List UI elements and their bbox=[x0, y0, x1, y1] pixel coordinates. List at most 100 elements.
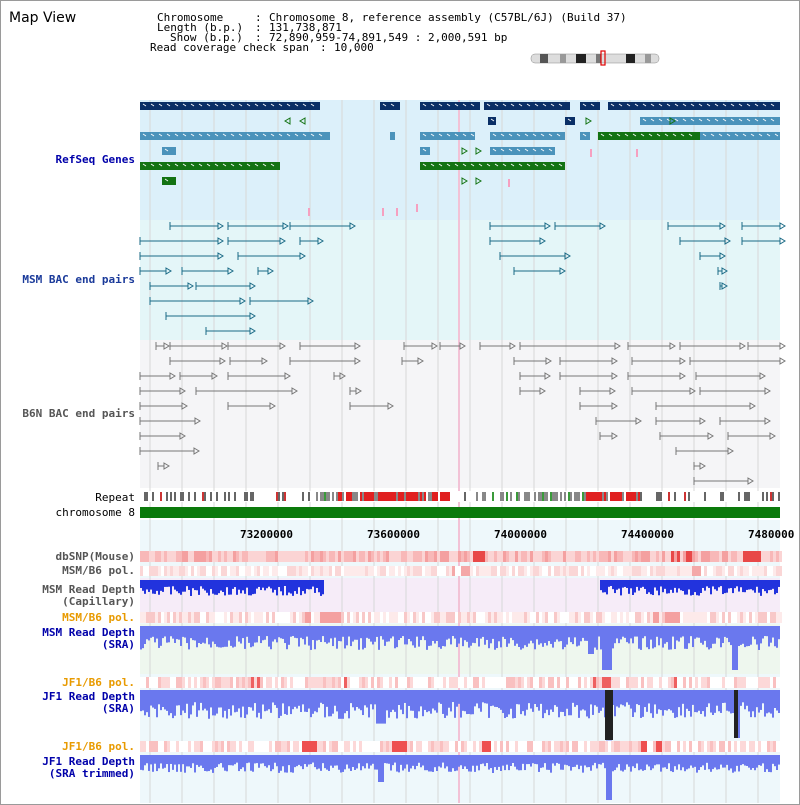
refseq-gene-strand bbox=[238, 133, 243, 137]
msm-bac-arrow bbox=[217, 222, 224, 230]
msm-sra-depth-bar bbox=[450, 626, 452, 645]
msm-b6-pol-heat bbox=[587, 612, 590, 623]
msm-sra-depth-bar bbox=[652, 626, 654, 649]
msm-b6-pol-heat bbox=[293, 566, 296, 576]
track-label-msm-bac[interactable]: MSM BAC end pairs bbox=[22, 273, 135, 286]
jf1-b6-pol-heat bbox=[458, 741, 461, 752]
msm-sra-depth-bar bbox=[178, 626, 180, 640]
dbsnp-heat bbox=[236, 551, 239, 562]
jf1-b6-pol-heat bbox=[356, 741, 359, 752]
capillary-depth-bar bbox=[680, 580, 682, 591]
jf1-trim-depth-bar bbox=[282, 755, 284, 767]
jf1-sra-depth-bar bbox=[404, 690, 406, 703]
track-label-jf1-read-sra[interactable]: JF1 Read Depth bbox=[42, 690, 135, 703]
track-label-refseq[interactable]: RefSeq Genes bbox=[55, 153, 135, 166]
jf1-b6-pol-heat bbox=[524, 677, 527, 688]
msm-bac-arrow bbox=[249, 312, 256, 320]
jf1-sra-depth-bar bbox=[222, 690, 224, 718]
jf1-trim-depth-bar bbox=[140, 755, 142, 770]
jf1-sra-depth-bar bbox=[458, 690, 460, 704]
msm-sra-depth-bar bbox=[600, 626, 602, 650]
msm-b6-pol-heat bbox=[662, 612, 665, 623]
repeat-element bbox=[606, 492, 608, 501]
jf1-b6-pol-heat bbox=[740, 741, 743, 752]
jf1-b6-pol-heat bbox=[737, 677, 740, 688]
dbsnp-heat bbox=[335, 551, 338, 562]
jf1-sra-depth-bar bbox=[492, 690, 494, 706]
msm-sra-depth-bar bbox=[344, 626, 346, 649]
capillary-depth-bar bbox=[640, 580, 642, 588]
msm-b6-pol-heat bbox=[599, 612, 602, 623]
msm-sra-depth-bar bbox=[694, 626, 696, 639]
dbsnp-heat bbox=[569, 551, 572, 562]
msm-sra-depth-bar bbox=[336, 626, 338, 649]
jf1-trim-depth-bar bbox=[446, 755, 448, 767]
repeat-element bbox=[348, 492, 350, 501]
jf1-trim-depth-bar bbox=[752, 755, 754, 769]
jf1-trim-depth-bar bbox=[264, 755, 266, 767]
jf1-sra-depth-bar bbox=[150, 690, 152, 706]
repeat-element bbox=[382, 492, 384, 501]
msm-sra-depth-bar bbox=[382, 626, 384, 640]
repeat-element bbox=[748, 492, 750, 501]
jf1-b6-pol-heat bbox=[545, 741, 548, 752]
msm-sra-depth-bar bbox=[460, 626, 462, 638]
msm-sra-depth-bar bbox=[778, 626, 780, 640]
jf1-b6-pol-heat bbox=[647, 741, 650, 752]
capillary-depth-bar bbox=[222, 580, 224, 592]
dbsnp-heat bbox=[617, 551, 620, 562]
msm-b6-pol-heat bbox=[572, 566, 575, 576]
jf1-sra-depth-bar bbox=[190, 690, 192, 715]
refseq-gene-strand bbox=[158, 103, 163, 107]
track-label-b6n-bac[interactable]: B6N BAC end pairs bbox=[22, 407, 135, 420]
msm-sra-depth-bar bbox=[602, 626, 604, 670]
repeat-element bbox=[556, 492, 558, 501]
b6n-bac-arrow bbox=[169, 372, 176, 380]
b6n-bac-arrow bbox=[635, 417, 642, 425]
msm-b6-pol-heat bbox=[557, 612, 560, 623]
repeat-element bbox=[244, 492, 246, 501]
refseq-gene-strand bbox=[198, 103, 203, 107]
track-label-msm-b6-pol-2[interactable]: MSM/B6 pol. bbox=[62, 611, 135, 624]
msm-sra-depth-bar bbox=[360, 626, 362, 639]
jf1-b6-pol-heat bbox=[725, 677, 728, 688]
track-label-msm-read-capillary[interactable]: MSM Read Depth bbox=[42, 583, 135, 596]
jf1-b6-pol-heat bbox=[689, 677, 692, 688]
jf1-b6-pol-heat bbox=[266, 677, 269, 688]
track-label-msm-b6-pol-1[interactable]: MSM/B6 pol. bbox=[62, 564, 135, 577]
jf1-trim-depth-bar bbox=[714, 755, 716, 768]
repeat-element bbox=[464, 492, 466, 501]
track-label-jf1-trimmed[interactable]: JF1 Read Depth bbox=[42, 755, 135, 768]
jf1-b6-pol-heat bbox=[452, 741, 455, 752]
track-label-dbsnp[interactable]: dbSNP(Mouse) bbox=[55, 550, 135, 563]
capillary-depth-bar bbox=[198, 580, 200, 595]
msm-sra-depth-bar bbox=[240, 626, 242, 644]
jf1-sra-depth-bar bbox=[636, 690, 638, 705]
msm-b6-pol-heat bbox=[764, 612, 767, 623]
jf1-b6-pol-heat bbox=[335, 677, 338, 688]
refseq-gene bbox=[420, 132, 475, 140]
msm-bac-arrow bbox=[559, 267, 566, 275]
jf1-b6-pol-heat bbox=[404, 741, 407, 752]
msm-sra-depth-bar bbox=[760, 626, 762, 644]
msm-sra-depth-bar bbox=[670, 626, 672, 650]
jf1-b6-pol-heat bbox=[248, 741, 251, 752]
jf1-b6-pol-heat bbox=[344, 677, 347, 688]
refseq-gene-strand bbox=[714, 103, 719, 107]
repeat-element bbox=[592, 492, 594, 501]
msm-sra-depth-bar bbox=[454, 626, 456, 639]
track-label-jf1-b6-pol-1[interactable]: JF1/B6 pol. bbox=[62, 676, 135, 689]
refseq-gene-strand bbox=[534, 163, 539, 167]
jf1-sra-depth-bar bbox=[244, 690, 246, 718]
track-label-jf1-b6-pol-2[interactable]: JF1/B6 pol. bbox=[62, 740, 135, 753]
jf1-b6-pol-heat bbox=[719, 741, 722, 752]
msm-sra-depth-bar bbox=[736, 626, 738, 670]
track-label-msm-read-sra[interactable]: MSM Read Depth bbox=[42, 626, 135, 639]
dbsnp-heat bbox=[545, 551, 548, 562]
capillary-depth-bar bbox=[664, 580, 666, 589]
jf1-trim-depth-bar bbox=[726, 755, 728, 765]
refseq-gene-strand bbox=[582, 133, 587, 137]
msm-b6-pol-heat bbox=[347, 612, 350, 623]
track-label-repeat[interactable]: Repeat bbox=[95, 491, 135, 504]
